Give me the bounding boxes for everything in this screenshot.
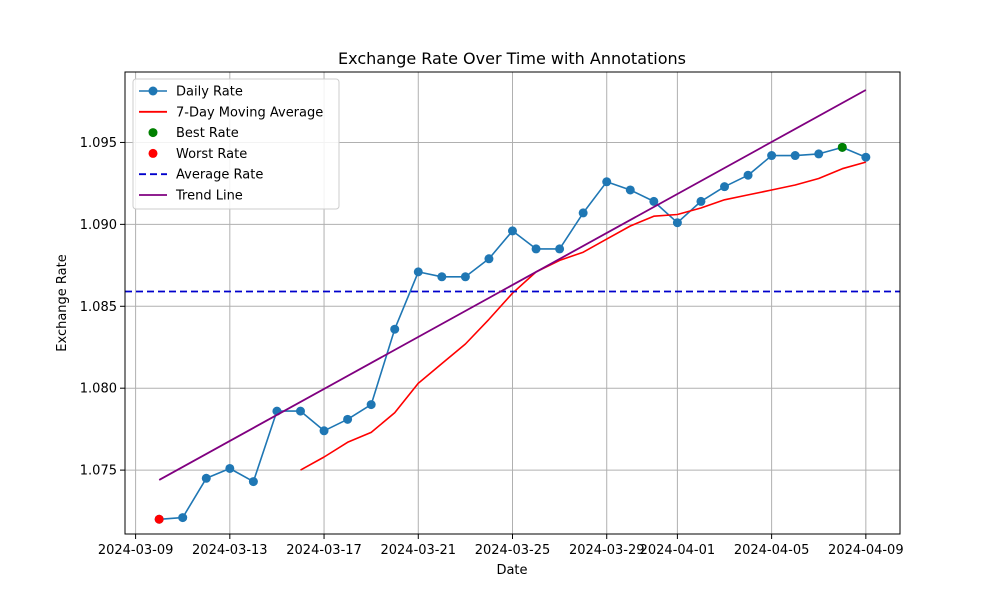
y-tick-label: 1.085 — [80, 300, 117, 315]
daily-rate-point — [625, 185, 635, 195]
daily-rate-point — [555, 244, 565, 254]
legend-label-best-rate: Best Rate — [176, 126, 239, 141]
series-layer — [125, 89, 900, 524]
daily-rate-point — [861, 152, 871, 162]
y-tick-label: 1.075 — [80, 464, 117, 479]
worst-rate-point — [154, 514, 164, 524]
daily-rate-point — [343, 414, 353, 424]
daily-rate-point — [814, 149, 824, 159]
chart-title: Exchange Rate Over Time with Annotations — [338, 49, 686, 68]
legend-label-7-day-moving-average: 7-Day Moving Average — [176, 105, 323, 120]
x-tick-label: 2024-03-21 — [380, 543, 456, 558]
daily-rate-point — [437, 272, 447, 282]
x-tick-label: 2024-04-09 — [828, 543, 904, 558]
daily-rate-point — [390, 324, 400, 334]
legend-label-trend-line: Trend Line — [175, 189, 243, 204]
daily-rate-point — [460, 272, 470, 282]
daily-rate-point — [366, 400, 376, 410]
daily-rate-point — [248, 477, 258, 487]
x-tick-label: 2024-03-13 — [192, 543, 268, 558]
x-tick-label: 2024-03-25 — [475, 543, 551, 558]
axis-ticks: 2024-03-09 2024-03-13 2024-03-17 2024-03-21… — [80, 136, 904, 558]
y-tick-label: 1.080 — [80, 382, 117, 397]
legend-label-daily-rate: Daily Rate — [176, 85, 243, 100]
daily-rate-point — [743, 170, 753, 180]
daily-rate-point — [790, 151, 800, 161]
best-rate-point — [837, 142, 847, 152]
x-axis-label: Date — [496, 563, 527, 578]
daily-rate-point — [508, 226, 517, 236]
trend-line-line — [158, 89, 867, 481]
legend: Daily Rate 7-Day Moving Average Best Rate W… — [132, 78, 340, 210]
legend-marker-daily-rate — [148, 86, 158, 96]
legend-label-average-rate: Average Rate — [176, 168, 263, 183]
x-tick-label: 2024-03-09 — [98, 543, 174, 558]
daily-rate-point — [413, 267, 423, 277]
daily-rate-point — [225, 463, 235, 473]
daily-rate-point — [578, 208, 588, 218]
legend-box — [132, 78, 340, 210]
legend-marker-worst-rate — [148, 148, 158, 158]
x-tick-label: 2024-04-05 — [734, 543, 810, 558]
x-tick-label: 2024-03-29 — [569, 543, 645, 558]
daily-rate-point — [602, 177, 612, 187]
daily-rate-point — [720, 182, 730, 192]
y-tick-label: 1.095 — [80, 136, 117, 151]
legend-label-worst-rate: Worst Rate — [176, 147, 247, 162]
daily-rate-point — [696, 196, 706, 206]
y-axis-label: Exchange Rate — [55, 254, 70, 351]
daily-rate-point — [649, 196, 659, 206]
daily-rate-point — [672, 218, 682, 228]
legend-marker-best-rate — [148, 128, 158, 138]
x-tick-label: 2024-03-17 — [286, 543, 362, 558]
daily-rate-point — [484, 254, 494, 264]
daily-rate-point — [767, 151, 777, 161]
daily-rate-point — [178, 513, 188, 523]
daily-rate-point — [319, 426, 329, 436]
y-tick-label: 1.090 — [80, 218, 117, 233]
daily-rate-point — [201, 473, 211, 483]
7-day-moving-average-line — [300, 161, 867, 471]
x-tick-label: 2024-04-01 — [640, 543, 716, 558]
daily-rate-point — [295, 406, 305, 416]
daily-rate-point — [531, 244, 541, 254]
